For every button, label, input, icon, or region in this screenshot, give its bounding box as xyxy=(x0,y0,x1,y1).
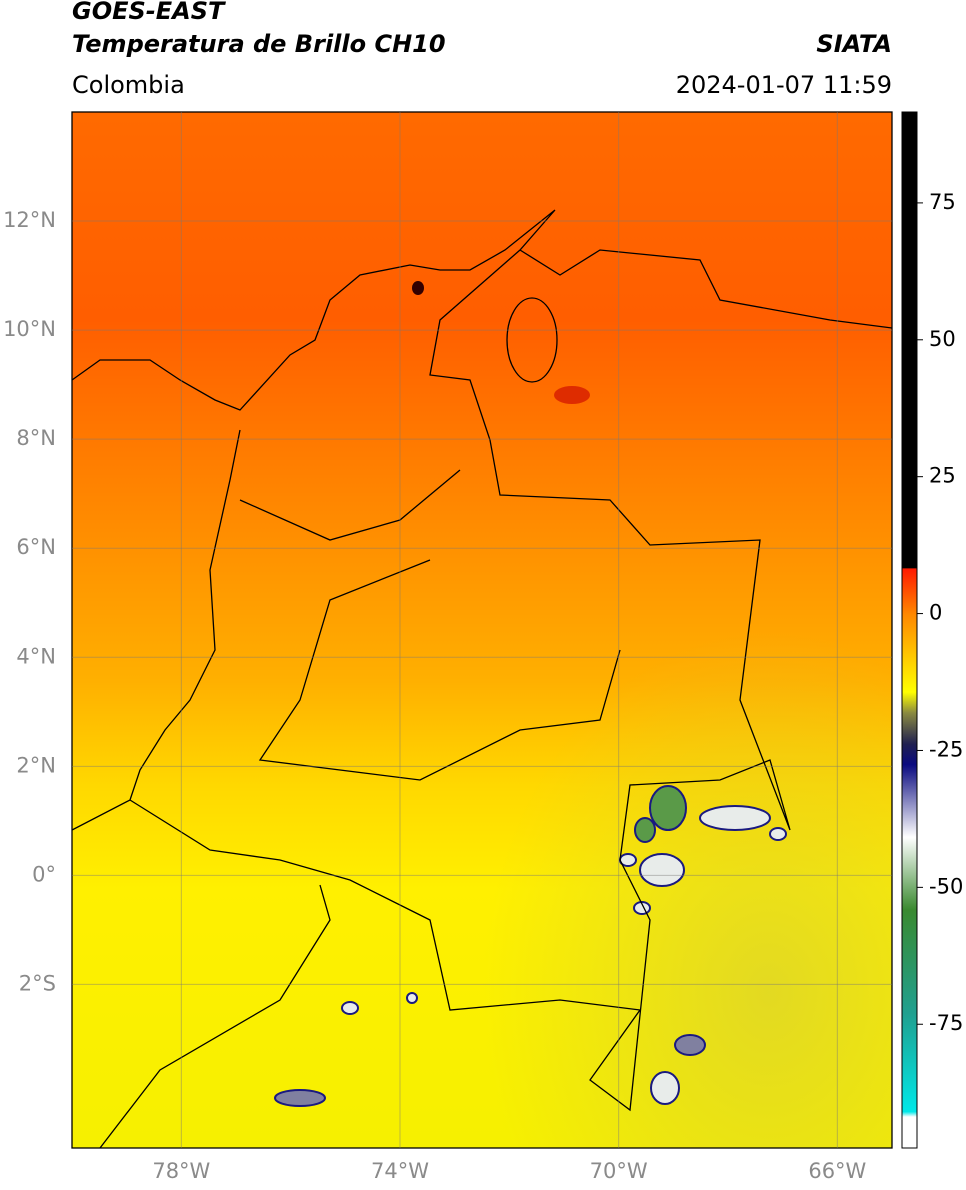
colorbar xyxy=(901,111,918,1149)
lon-tick-label: 78°W xyxy=(152,1159,210,1183)
colorbar-tick-label: -50 xyxy=(929,874,963,898)
colorbar-tick-label: 0 xyxy=(929,601,942,625)
colorbar-tick-label: 50 xyxy=(929,327,956,351)
lon-tick-label: 70°W xyxy=(590,1159,648,1183)
region: Colombia xyxy=(72,71,185,99)
clouds xyxy=(274,785,787,1107)
lon-tick-label: 66°W xyxy=(808,1159,866,1183)
datetime: 2024-01-07 11:59 xyxy=(676,71,892,99)
lat-tick-label: 12°N xyxy=(3,208,56,232)
colorbar-tick-label: -75 xyxy=(929,1011,963,1035)
lat-tick-label: 0° xyxy=(32,862,56,886)
lon-tick-label: 74°W xyxy=(371,1159,429,1183)
lat-tick-label: 10°N xyxy=(3,317,56,341)
map-shade xyxy=(72,112,892,1148)
colorbar-tick-label: 25 xyxy=(929,464,956,488)
map-frame xyxy=(71,111,893,1149)
map xyxy=(72,112,892,1148)
title: GOES-EAST xyxy=(72,0,226,25)
lat-tick-label: 8°N xyxy=(16,426,56,450)
subtitle: Temperatura de Brillo CH10 xyxy=(72,30,446,58)
lat-tick-label: 2°S xyxy=(19,971,56,995)
borders xyxy=(72,209,892,1148)
colorbar-tick-label: -25 xyxy=(929,737,963,761)
colorbar-tick-label: 75 xyxy=(929,190,956,214)
lat-tick-label: 6°N xyxy=(16,535,56,559)
lat-tick-label: 2°N xyxy=(16,753,56,777)
source: SIATA xyxy=(816,30,892,58)
lat-tick-label: 4°N xyxy=(16,644,56,668)
